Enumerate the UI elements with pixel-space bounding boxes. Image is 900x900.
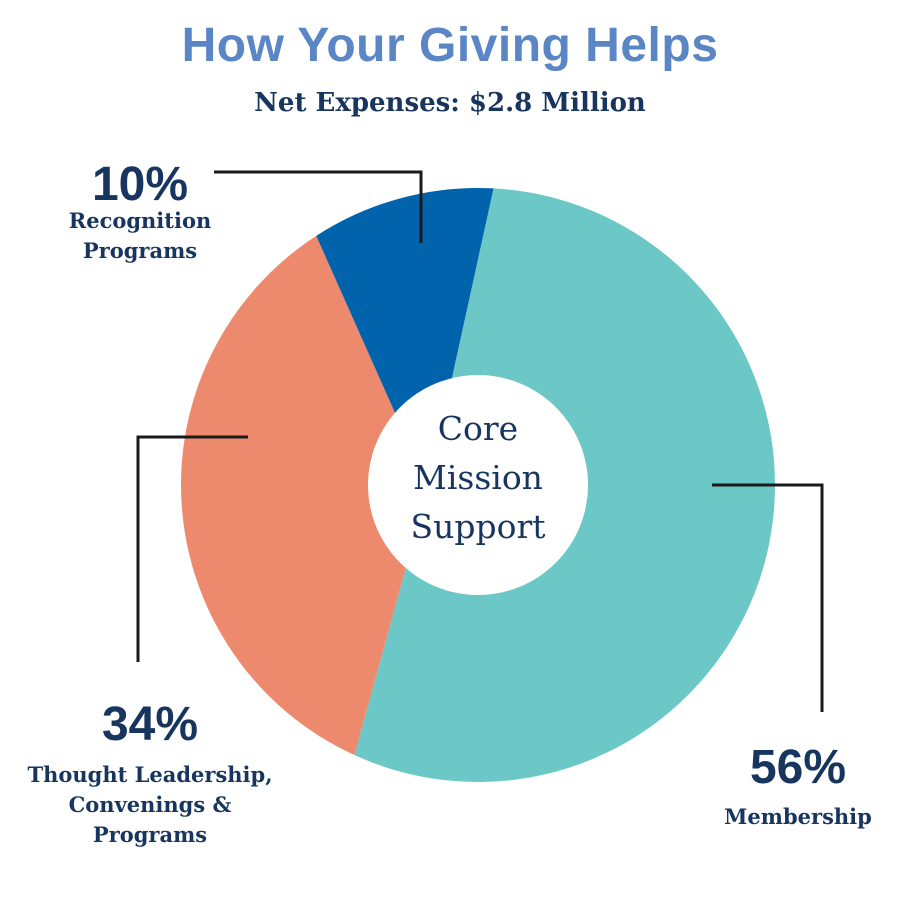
slice-category-label: Convenings & <box>69 792 232 817</box>
leader-line <box>712 483 824 712</box>
slice-percent-label: 56% <box>750 741 846 794</box>
slice-recognition-programs <box>316 188 494 487</box>
center-label-line: Support <box>410 507 545 546</box>
slice-labels: 56% Membership 34% Thought Leadership, Conve… <box>27 158 871 847</box>
chart-subtitle: Net Expenses: $2.8 Million <box>254 88 646 118</box>
slice-percent-label: 10% <box>92 158 188 211</box>
center-label-line: Mission <box>413 458 543 497</box>
center-label-line: Core <box>438 409 518 448</box>
chart-title: How Your Giving Helps <box>181 19 719 72</box>
slice-category-label: Recognition <box>69 208 212 233</box>
leader-lines <box>136 170 824 712</box>
center-label: Core Mission Support <box>410 409 545 546</box>
donut-hole <box>368 375 588 595</box>
leader-line <box>136 435 248 662</box>
slice-category-label: Thought Leadership, <box>27 762 272 787</box>
slice-thought-leadership-convenings-programs <box>180 235 428 756</box>
slice-category-label: Programs <box>83 238 197 263</box>
slice-category-label: Membership <box>724 804 872 829</box>
leader-line <box>214 170 423 243</box>
slice-category-label: Programs <box>93 822 207 847</box>
slice-percent-label: 34% <box>102 698 198 751</box>
